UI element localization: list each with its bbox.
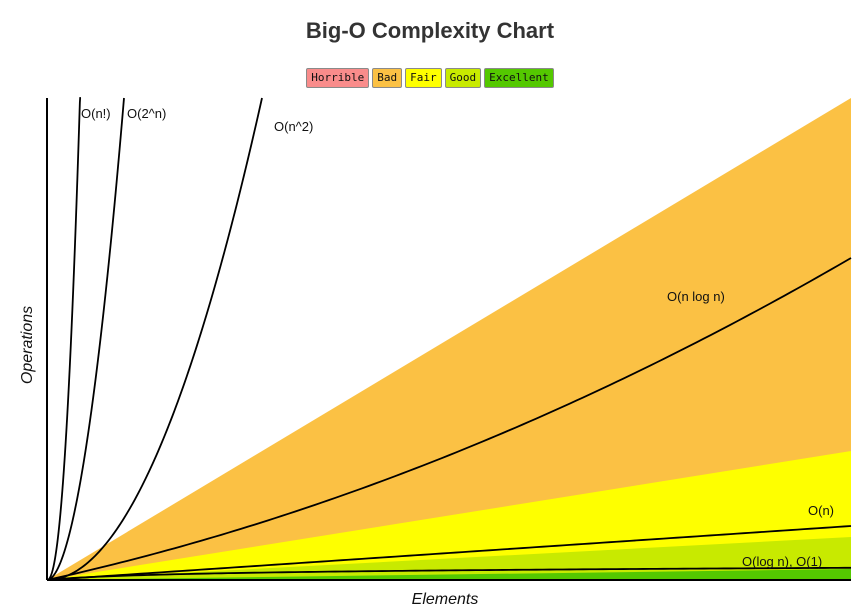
y-axis-title: Operations: [19, 306, 36, 384]
curve-quadratic: [46, 97, 263, 581]
legend-fair: Fair: [405, 68, 442, 88]
legend-excellent: Excellent: [484, 68, 554, 88]
legend-good: Good: [444, 68, 482, 88]
label-nlogn: O(n log n): [667, 289, 725, 304]
curve-linear: [46, 525, 852, 581]
axes: [46, 98, 851, 581]
chart-title: Big-O Complexity Chart: [305, 18, 555, 43]
legend-horrible: Horrible: [306, 68, 370, 88]
label-factorial: O(n!): [81, 106, 111, 121]
curve-nlogn: [46, 257, 852, 581]
label-linear: O(n): [808, 503, 834, 518]
label-exponential: O(2^n): [127, 106, 166, 121]
label-quadratic: O(n^2): [274, 119, 313, 134]
curve-exponential: [46, 97, 125, 581]
legend-bad: Bad: [372, 68, 403, 88]
zone-good: [47, 569, 851, 580]
curve-factorial: [46, 97, 82, 581]
label-log: O(log n), O(1): [742, 554, 822, 569]
curve-log: [46, 566, 852, 581]
curve-layer: [46, 97, 852, 581]
x-axis-title: Elements: [412, 591, 479, 608]
legend: Horrible Bad Fair Good Excellent: [0, 68, 860, 88]
zone-layer: [47, 98, 851, 580]
curve-labels: O(n!) O(2^n) O(n^2) O(n log n) O(n) O(lo…: [81, 106, 834, 569]
zone-horrible: [47, 98, 851, 580]
